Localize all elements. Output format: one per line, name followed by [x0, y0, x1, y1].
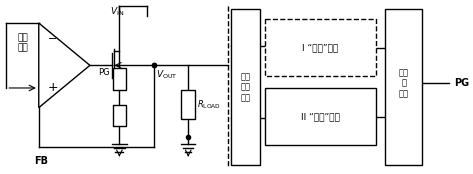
Bar — [385, 9, 422, 165]
Bar — [181, 90, 195, 120]
Bar — [230, 9, 260, 165]
Bar — [265, 19, 376, 76]
Bar — [113, 68, 126, 90]
Text: $R_{\mathrm{LOAD}}$: $R_{\mathrm{LOAD}}$ — [197, 98, 221, 111]
Text: $V_{\mathrm{IN}}$: $V_{\mathrm{IN}}$ — [110, 5, 124, 18]
Bar — [265, 88, 376, 145]
Text: −: − — [48, 34, 57, 44]
Bar — [113, 105, 126, 126]
Text: +: + — [47, 81, 58, 94]
Text: PG: PG — [98, 68, 109, 77]
Text: 基准
电压: 基准 电压 — [18, 33, 28, 52]
Text: FB: FB — [34, 156, 48, 166]
Text: $V_{\mathrm{OUT}}$: $V_{\mathrm{OUT}}$ — [156, 68, 177, 81]
Text: I “屏蔽”模式: I “屏蔽”模式 — [302, 43, 338, 52]
Text: 电流
感应
电路: 电流 感应 电路 — [240, 72, 250, 102]
Text: II “中断”模式: II “中断”模式 — [300, 112, 340, 121]
Text: PG: PG — [454, 78, 469, 88]
Polygon shape — [39, 23, 90, 108]
Text: 输出
级
电路: 输出 级 电路 — [399, 68, 409, 98]
